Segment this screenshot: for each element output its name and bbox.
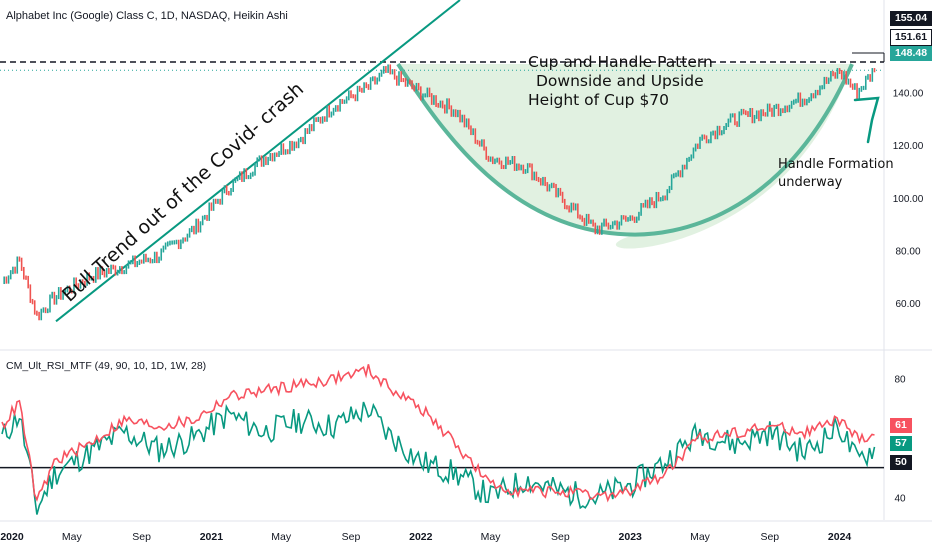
- time-axis-tick: 2024: [828, 531, 852, 543]
- cup-outline: [396, 62, 854, 237]
- price-axis-tick: 100.00: [893, 194, 924, 205]
- time-axis-tick: 2022: [409, 531, 433, 543]
- time-axis-tick: May: [690, 531, 711, 543]
- resistance-tag: 151.61: [890, 29, 932, 46]
- time-axis-tick: May: [481, 531, 502, 543]
- time-axis-tick: 2020: [0, 531, 24, 543]
- indicator-title: CM_Ult_RSI_MTF (49, 90, 10, 1D, 1W, 28): [6, 360, 207, 372]
- cup-annotation: Cup and Handle Pattern Downside and Upsi…: [528, 53, 713, 110]
- price-axis-tick: 80.00: [895, 246, 920, 257]
- handle-annotation-line2: underway: [778, 175, 843, 190]
- time-axis-tick: 2023: [619, 531, 643, 543]
- time-axis-tick: May: [62, 531, 83, 543]
- time-axis-tick: May: [271, 531, 292, 543]
- cup-annotation-line2: Downside and Upside: [536, 72, 704, 90]
- handle-annotation: Handle Formation underway: [778, 156, 894, 192]
- price-axis-tick: 140.00: [893, 89, 924, 100]
- resistance-high-tag: 155.04: [890, 11, 932, 26]
- last-price-tag: 148.48: [890, 46, 932, 61]
- handle-arrow: [853, 96, 880, 144]
- price-axis-tick: 60.00: [895, 299, 920, 310]
- rsi-daily-line: [1, 401, 876, 515]
- rsi-weekly-line: [1, 364, 875, 503]
- time-axis-tick: Sep: [342, 531, 361, 543]
- rsi-axis-tick: 80: [894, 375, 906, 386]
- chart-title: Alphabet Inc (Google) Class C, 1D, NASDA…: [6, 10, 288, 22]
- price-axis-tick: 120.00: [893, 141, 924, 152]
- time-axis-tick: Sep: [760, 531, 779, 543]
- cup-annotation-line1: Cup and Handle Pattern: [528, 53, 713, 71]
- cup-annotation-line3: Height of Cup $70: [528, 91, 670, 109]
- rsi-daily-tag: 57: [890, 436, 912, 451]
- time-axis-tick: 2021: [200, 531, 224, 543]
- time-axis-tick: Sep: [132, 531, 151, 543]
- handle-annotation-line1: Handle Formation: [778, 157, 894, 172]
- time-axis-tick: Sep: [551, 531, 570, 543]
- rsi-mid-tag: 50: [890, 455, 912, 470]
- rsi-weekly-tag: 61: [890, 418, 912, 433]
- rsi-axis-tick: 40: [894, 493, 906, 504]
